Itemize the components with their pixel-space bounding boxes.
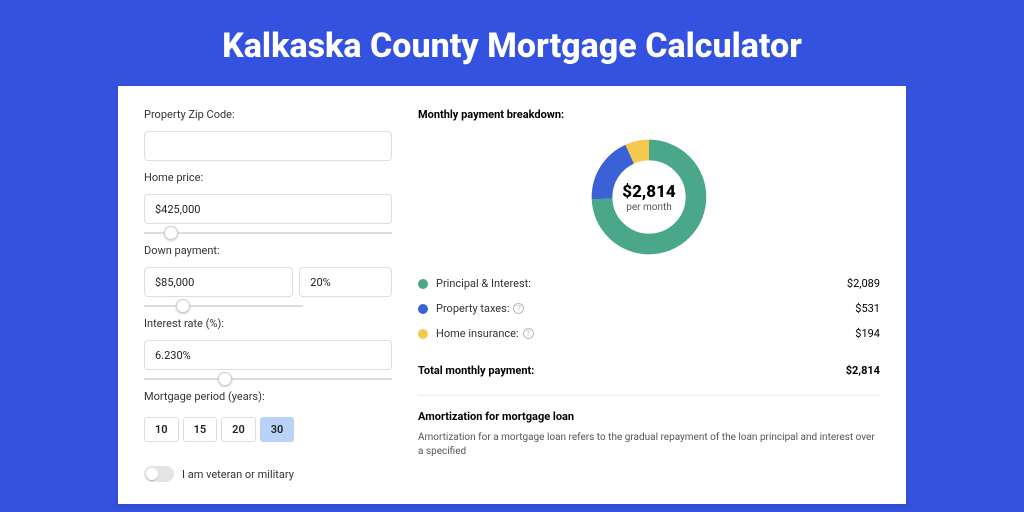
legend-label: Home insurance:? bbox=[436, 327, 855, 340]
legend-value: $194 bbox=[855, 327, 880, 340]
legend-label: Property taxes:? bbox=[436, 302, 855, 315]
rate-label: Interest rate (%): bbox=[144, 317, 392, 330]
legend-label: Principal & Interest: bbox=[436, 277, 847, 290]
breakdown-title: Monthly payment breakdown: bbox=[418, 108, 880, 121]
down-payment-label: Down payment: bbox=[144, 244, 392, 257]
down-payment-input[interactable] bbox=[144, 267, 293, 297]
info-icon[interactable]: ? bbox=[523, 328, 534, 339]
home-price-slider[interactable] bbox=[144, 232, 392, 234]
donut-sub: per month bbox=[626, 202, 672, 213]
legend: Principal & Interest:$2,089 Property taxe… bbox=[418, 277, 880, 340]
amortization-text: Amortization for a mortgage loan refers … bbox=[418, 431, 880, 459]
down-payment-slider[interactable] bbox=[144, 305, 303, 307]
rate-slider-knob[interactable] bbox=[218, 372, 232, 386]
zip-input[interactable] bbox=[144, 131, 392, 161]
period-btn-10[interactable]: 10 bbox=[144, 417, 179, 442]
period-btn-20[interactable]: 20 bbox=[221, 417, 256, 442]
home-price-slider-knob[interactable] bbox=[164, 226, 178, 240]
period-group: 10152030 bbox=[144, 417, 392, 442]
legend-row: Property taxes:?$531 bbox=[418, 302, 880, 315]
breakdown-panel: Monthly payment breakdown: $2,814 per mo… bbox=[418, 108, 880, 482]
rate-input[interactable] bbox=[144, 340, 392, 370]
down-payment-pct-input[interactable] bbox=[299, 267, 392, 297]
legend-dot bbox=[418, 279, 428, 289]
total-value: $2,814 bbox=[846, 364, 880, 377]
legend-row: Home insurance:?$194 bbox=[418, 327, 880, 340]
period-btn-30[interactable]: 30 bbox=[260, 417, 295, 442]
info-icon[interactable]: ? bbox=[513, 303, 524, 314]
total-label: Total monthly payment: bbox=[418, 364, 534, 377]
amortization-title: Amortization for mortgage loan bbox=[418, 410, 880, 423]
calculator-card: Property Zip Code: Home price: Down paym… bbox=[118, 86, 906, 504]
legend-dot bbox=[418, 304, 428, 314]
veteran-toggle[interactable] bbox=[144, 466, 174, 482]
amortization-section: Amortization for mortgage loan Amortizat… bbox=[418, 395, 880, 459]
veteran-label: I am veteran or military bbox=[182, 468, 294, 481]
legend-row: Principal & Interest:$2,089 bbox=[418, 277, 880, 290]
period-label: Mortgage period (years): bbox=[144, 390, 392, 403]
zip-label: Property Zip Code: bbox=[144, 108, 392, 121]
inputs-panel: Property Zip Code: Home price: Down paym… bbox=[144, 108, 392, 482]
legend-value: $2,089 bbox=[847, 277, 880, 290]
page-title: Kalkaska County Mortgage Calculator bbox=[0, 0, 1024, 86]
legend-value: $531 bbox=[855, 302, 880, 315]
period-btn-15[interactable]: 15 bbox=[183, 417, 218, 442]
rate-slider[interactable] bbox=[144, 378, 392, 380]
donut-value: $2,814 bbox=[622, 182, 675, 202]
donut-chart: $2,814 per month bbox=[587, 135, 711, 259]
home-price-input[interactable] bbox=[144, 194, 392, 224]
down-payment-slider-knob[interactable] bbox=[176, 299, 190, 313]
home-price-label: Home price: bbox=[144, 171, 392, 184]
legend-dot bbox=[418, 329, 428, 339]
